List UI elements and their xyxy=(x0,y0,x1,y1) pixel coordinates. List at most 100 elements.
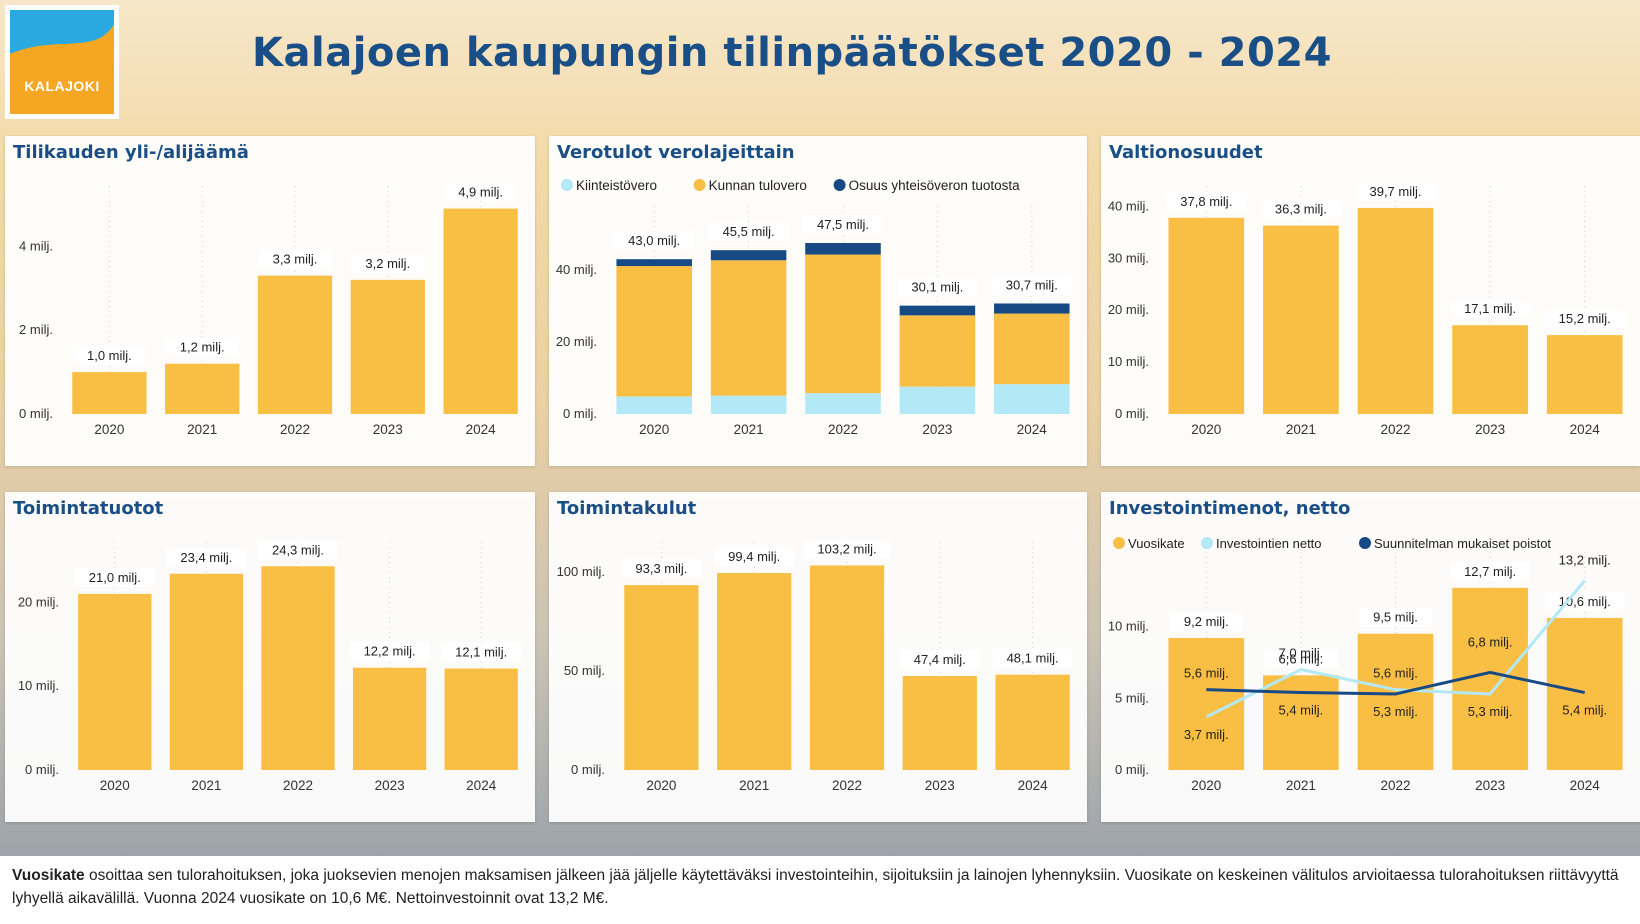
data-label: 5,6 milj. xyxy=(1184,666,1229,681)
y-tick-label: 5 milj. xyxy=(1115,690,1149,705)
state-aid-chart: 0 milj. 10 milj. 20 milj. 30 milj. 40 milj. 2… xyxy=(1108,181,1625,437)
data-label: 12,7 milj. xyxy=(1464,564,1516,579)
legend-marker xyxy=(833,179,846,191)
data-label-bg xyxy=(258,249,332,269)
x-tick-label: 2022 xyxy=(828,422,858,437)
x-tick-label: 2023 xyxy=(925,778,955,793)
data-label-bg xyxy=(165,337,239,357)
bar xyxy=(1357,207,1434,414)
x-tick-label: 2020 xyxy=(1191,778,1221,793)
kalajoki-logo: KALAJOKI xyxy=(5,5,119,119)
legend-label: Vuosikate xyxy=(1128,536,1185,551)
data-label: 7,0 milj. xyxy=(1279,646,1324,661)
data-label: 3,7 milj. xyxy=(1184,727,1229,742)
y-tick-label: 0 milj. xyxy=(19,406,53,421)
line-series xyxy=(1205,579,1586,719)
data-label-bg xyxy=(258,540,338,560)
data-label-bg xyxy=(897,277,978,297)
data-label-bg xyxy=(441,642,522,662)
x-tick-label: 2023 xyxy=(922,422,952,437)
y-tick-label: 2 milj. xyxy=(19,322,53,337)
data-label: 99,4 milj. xyxy=(728,549,780,564)
data-label-bg xyxy=(1544,309,1625,329)
data-label: 93,3 milj. xyxy=(635,561,687,576)
panel-title: Verotulot verolajeittain xyxy=(557,142,795,163)
data-label-bg xyxy=(351,253,425,273)
data-label: 21,0 milj. xyxy=(89,570,141,585)
data-label: 47,4 milj. xyxy=(914,652,966,667)
data-label-bg xyxy=(714,547,795,567)
y-tick-label: 0 milj. xyxy=(1115,762,1149,777)
surplus-chart: 0 milj. 2 milj. 4 milj. 2020 2021 2022 2023 202… xyxy=(19,182,518,437)
legend-label: Osuus yhteisöveron tuotosta xyxy=(849,178,1021,193)
data-label: 5,6 milj. xyxy=(1373,666,1418,681)
x-tick-label: 2024 xyxy=(1017,422,1048,437)
panel-title: Valtionosuudet xyxy=(1109,142,1263,163)
x-tick-label: 2021 xyxy=(1286,422,1316,437)
data-label-bg xyxy=(991,275,1072,295)
x-tick-label: 2024 xyxy=(1570,778,1601,793)
x-tick-label: 2024 xyxy=(1018,778,1049,793)
data-label: 13,2 milj. xyxy=(1559,553,1611,568)
revenue-chart: 0 milj. 10 milj. 20 milj. 2020 2021 2022 2023 2… xyxy=(18,540,522,793)
y-tick-label: 0 milj. xyxy=(1115,406,1149,421)
bar-segment xyxy=(710,395,787,414)
data-label-bg xyxy=(1169,612,1243,632)
x-tick-label: 2023 xyxy=(373,422,403,437)
data-label: 43,0 milj. xyxy=(628,233,680,248)
data-label: 9,2 milj. xyxy=(1184,614,1229,629)
bar xyxy=(1168,217,1245,414)
bar-segment xyxy=(899,386,976,414)
bar xyxy=(1263,225,1339,414)
data-label: 37,8 milj. xyxy=(1180,194,1232,209)
data-label-bg xyxy=(614,231,695,251)
x-tick-label: 2021 xyxy=(187,422,217,437)
data-label-bg xyxy=(74,567,155,587)
data-label: 48,1 milj. xyxy=(1007,651,1059,666)
data-label-bg xyxy=(621,559,702,579)
bar xyxy=(352,667,427,770)
data-label-bg xyxy=(803,215,883,234)
bar xyxy=(444,668,518,770)
panel-surplus: Tilikauden yli-/alijäämä 0 milj. 2 milj. 4… xyxy=(5,136,535,466)
data-label: 17,1 milj. xyxy=(1464,301,1516,316)
bar-segment xyxy=(616,396,692,414)
bar xyxy=(78,593,152,770)
y-tick-label: 40 milj. xyxy=(556,262,597,277)
data-label: 15,2 milj. xyxy=(1559,311,1611,326)
legend-label: Suunnitelman mukaiset poistot xyxy=(1374,536,1551,551)
bar-segment xyxy=(994,313,1070,385)
x-tick-label: 2023 xyxy=(375,778,405,793)
footer-text: osoittaa sen tulorahoituksen, joka juoks… xyxy=(12,867,1619,907)
footer-term: Vuosikate xyxy=(12,867,85,884)
y-tick-label: 20 milj. xyxy=(556,334,597,349)
x-tick-label: 2022 xyxy=(1380,422,1410,437)
panel-revenue: Toimintatuotot 0 milj. 10 milj. 20 milj. 20… xyxy=(5,492,535,822)
x-tick-label: 2020 xyxy=(100,778,130,793)
legend-marker xyxy=(1201,537,1213,549)
panel-expenses: Toimintakulut 0 milj. 50 milj. 100 milj. 20… xyxy=(549,492,1087,822)
data-label-bg xyxy=(1260,199,1341,219)
y-tick-label: 0 milj. xyxy=(563,406,597,421)
legend-marker xyxy=(561,179,573,191)
bar xyxy=(995,674,1070,770)
y-tick-label: 10 milj. xyxy=(1108,619,1149,634)
data-label: 5,4 milj. xyxy=(1279,703,1324,718)
x-tick-label: 2020 xyxy=(94,422,124,437)
x-tick-label: 2021 xyxy=(739,778,769,793)
data-label-bg xyxy=(349,641,430,661)
data-label-bg xyxy=(1450,561,1531,581)
bar-segment xyxy=(994,303,1070,314)
bar xyxy=(1263,675,1339,770)
bar xyxy=(902,676,977,770)
legend-marker xyxy=(1113,537,1125,549)
bar-segment xyxy=(616,266,692,397)
bar-segment xyxy=(616,259,692,267)
data-label-bg xyxy=(444,182,517,202)
y-tick-label: 100 milj. xyxy=(557,564,605,579)
data-label: 45,5 milj. xyxy=(723,224,775,239)
y-tick-label: 0 milj. xyxy=(25,762,59,777)
panel-title: Toimintakulut xyxy=(557,498,697,519)
line-series xyxy=(1206,670,1586,696)
panel-tax: Verotulot verolajeittain 0 milj. 20 milj.… xyxy=(549,136,1087,466)
